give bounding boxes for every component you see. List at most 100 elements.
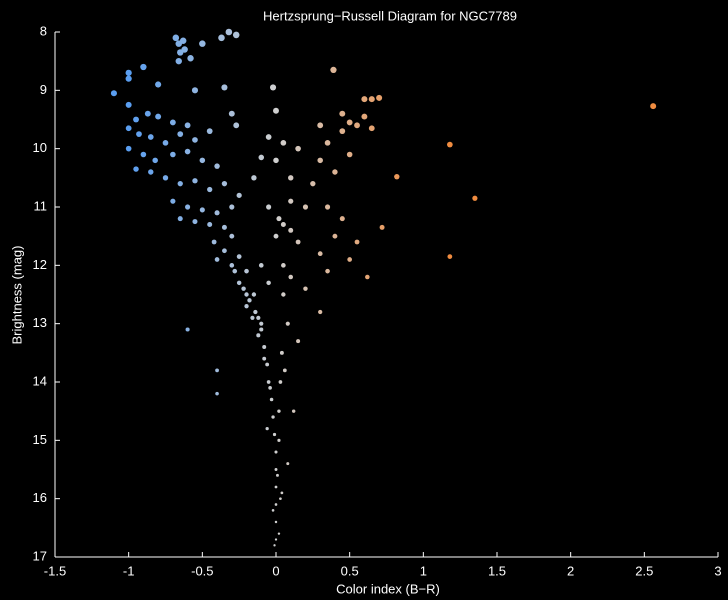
star-point [277,409,281,413]
star-point [258,154,265,161]
star-point [332,169,338,175]
star-point [277,532,281,535]
star-point [273,544,276,547]
star-point [241,286,246,291]
x-tick-label: 1 [420,563,427,578]
x-tick-label: -1 [123,563,135,578]
star-point [291,409,296,413]
star-point [133,116,139,123]
star-point [228,110,235,117]
y-tick-label: 15 [33,432,47,447]
star-point [280,139,287,146]
star-point [233,122,240,129]
star-point [187,55,194,62]
star-point [152,157,158,164]
star-point [347,257,353,262]
star-point [325,268,330,274]
y-tick-label: 9 [40,82,47,97]
star-point [125,75,132,82]
star-point [214,257,220,262]
star-point [310,181,316,187]
star-point [286,462,290,466]
star-point [262,356,267,361]
star-point [317,251,323,257]
x-tick-label: 0 [272,563,279,578]
star-point [266,204,272,210]
star-point [271,509,275,512]
star-point [170,151,176,158]
star-point [376,94,383,101]
star-point [394,173,400,180]
star-point [125,101,132,108]
star-point [192,178,198,184]
star-point [281,292,286,297]
star-point [288,227,294,233]
star-point [221,181,228,187]
star-point [244,268,249,274]
star-point [256,333,261,338]
star-point [259,327,264,332]
x-tick-label: 0.5 [341,563,359,578]
x-tick-label: 2.5 [635,563,653,578]
star-point [192,219,198,225]
star-point [274,450,278,454]
star-point [339,216,345,222]
star-point [271,415,275,419]
star-point [274,538,278,541]
star-point [302,204,309,210]
star-point [339,128,346,135]
star-point [650,103,657,110]
star-point [266,380,271,384]
star-point [215,391,219,396]
star-point [225,28,233,36]
star-point [229,263,235,268]
star-point [133,166,139,172]
star-point [447,254,453,259]
star-point [229,233,235,239]
star-point [265,427,269,431]
star-point [324,139,331,146]
star-point [247,298,252,303]
star-point [274,485,278,489]
star-point [266,280,271,286]
star-point [172,34,180,42]
star-point [229,204,235,210]
star-point [221,224,227,230]
star-point [285,321,290,326]
y-axis-label: Brightness (mag) [9,246,24,345]
star-point [295,239,301,245]
star-point [222,248,227,254]
x-tick-label: 2 [567,563,574,578]
star-point [162,139,169,146]
y-tick-label: 10 [33,140,47,155]
star-point [236,254,242,259]
star-point [232,31,240,39]
star-point [303,286,308,291]
star-point [155,113,162,120]
star-point [214,163,220,169]
y-tick-label: 13 [33,315,47,330]
star-point [361,96,368,103]
x-axis-label: Color index (B−R) [336,581,440,596]
star-point [295,145,301,152]
star-point [447,141,453,148]
star-point [276,473,279,477]
star-point [279,497,282,501]
star-point [218,34,225,42]
star-point [221,84,228,91]
star-point [136,131,142,137]
star-point [192,137,198,143]
star-point [276,216,282,222]
star-point [170,198,176,204]
star-point [244,292,249,297]
star-point [379,224,385,230]
star-point [258,263,264,268]
star-point [280,222,286,227]
star-point [277,438,281,442]
star-point [281,263,286,268]
star-point [140,63,147,71]
star-point [288,175,294,181]
star-point [215,368,219,373]
star-point [144,110,151,117]
star-point [207,222,213,227]
